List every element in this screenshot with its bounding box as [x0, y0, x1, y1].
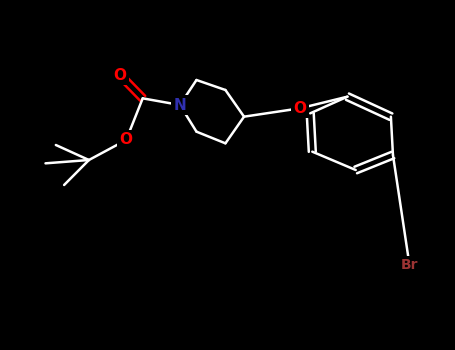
Text: N: N [173, 98, 186, 112]
Text: O: O [293, 101, 306, 116]
Text: O: O [120, 133, 133, 147]
Text: Br: Br [401, 258, 418, 272]
Text: O: O [113, 68, 126, 83]
